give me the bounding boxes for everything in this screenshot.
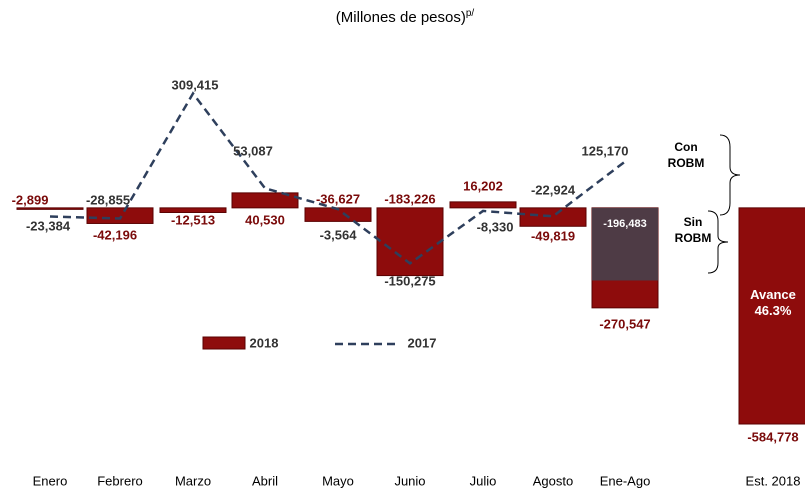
legend-label: 2017: [408, 335, 437, 350]
annotation: Con ROBM: [667, 140, 705, 170]
bar: [86, 207, 154, 224]
x-tick-label: Ene-Ago: [600, 473, 651, 488]
bar: [376, 207, 444, 277]
data-label: 125,170: [582, 143, 629, 158]
data-label: -28,855: [86, 192, 130, 207]
x-tick-label: Agosto: [533, 473, 573, 488]
x-tick-label: Enero: [33, 473, 68, 488]
bar: [738, 207, 805, 425]
data-label: -42,196: [93, 227, 137, 242]
data-label: -3,564: [320, 227, 358, 242]
data-label: -23,384: [26, 218, 71, 233]
bar: [159, 207, 227, 213]
data-label: -22,924: [531, 182, 576, 197]
x-tick-label: Abril: [252, 473, 278, 488]
x-tick-label: Marzo: [175, 473, 211, 488]
bar: [592, 207, 658, 281]
line: [49, 91, 626, 265]
data-label: 40,530: [245, 212, 285, 227]
data-label: -49,819: [531, 228, 575, 243]
data-label: -270,547: [599, 316, 650, 331]
annotation: Avance 46.3%: [750, 287, 796, 318]
x-tick-label: Junio: [394, 473, 425, 488]
data-label: -150,275: [384, 273, 435, 288]
bar: [231, 192, 299, 209]
data-label: -2,899: [12, 192, 49, 207]
data-label: 53,087: [233, 143, 273, 158]
title-text: (Millones de pesos): [336, 9, 466, 26]
x-tick-label: Julio: [470, 473, 497, 488]
data-label: -183,226: [384, 191, 435, 206]
legend-swatch: [202, 336, 246, 350]
x-tick-label: Mayo: [322, 473, 354, 488]
chart-title: (Millones de pesos)p/: [336, 8, 475, 26]
bar: [519, 207, 587, 227]
brace: [719, 134, 741, 216]
x-tick-label: Est. 2018: [746, 473, 801, 488]
data-label: 309,415: [172, 77, 219, 92]
bar: [16, 207, 84, 210]
title-note: p/: [466, 8, 475, 19]
x-tick-label: Febrero: [97, 473, 143, 488]
data-label: -12,513: [171, 212, 215, 227]
data-label: -36,627: [316, 191, 360, 206]
bar: [304, 207, 372, 222]
data-label: -196,483: [603, 218, 646, 230]
data-label: -584,778: [747, 429, 798, 444]
bar: [449, 201, 517, 209]
brace: [707, 210, 729, 274]
data-label: -8,330: [477, 219, 514, 234]
annotation: Sin ROBM: [674, 215, 712, 245]
legend-label: 2018: [250, 335, 279, 350]
data-label: 16,202: [463, 178, 503, 193]
